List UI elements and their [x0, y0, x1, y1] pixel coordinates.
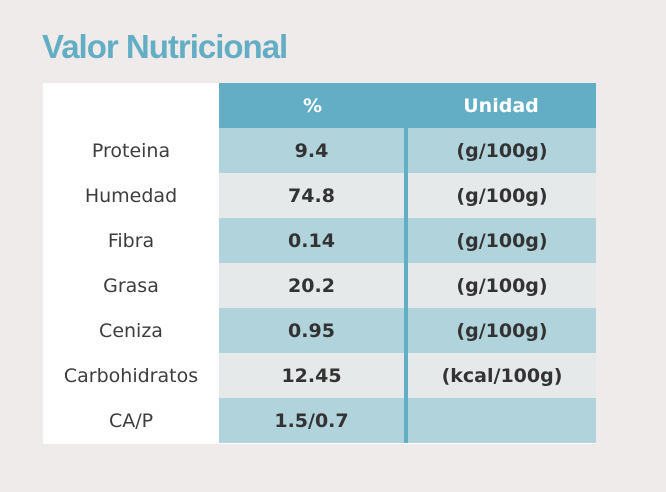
table-header-row: % Unidad [43, 83, 596, 128]
nutrient-percent: 74.8 [219, 173, 408, 218]
nutrient-name: CA/P [43, 398, 219, 443]
header-unit: Unidad [406, 83, 596, 128]
nutrition-table: % Unidad Proteina 9.4 (g/100g) Humedad 7… [43, 83, 596, 443]
header-empty-cell [43, 83, 219, 128]
nutrient-percent: 1.5/0.7 [219, 398, 408, 443]
nutrient-name: Carbohidratos [43, 353, 219, 398]
nutrient-name: Ceniza [43, 308, 219, 353]
nutrient-percent: 12.45 [219, 353, 408, 398]
nutrient-unit: (g/100g) [406, 128, 596, 173]
nutrient-percent: 9.4 [219, 128, 408, 173]
table-row: Humedad 74.8 (g/100g) [43, 173, 596, 218]
nutrient-unit [406, 398, 596, 443]
nutrient-name: Proteina [43, 128, 219, 173]
nutrient-name: Fibra [43, 218, 219, 263]
nutrient-percent: 20.2 [219, 263, 408, 308]
nutrient-unit: (g/100g) [406, 263, 596, 308]
nutrient-unit: (g/100g) [406, 173, 596, 218]
header-percent: % [219, 83, 406, 128]
nutrient-unit: (kcal/100g) [406, 353, 596, 398]
nutrient-percent: 0.95 [219, 308, 408, 353]
nutrition-table-panel: % Unidad Proteina 9.4 (g/100g) Humedad 7… [43, 83, 596, 444]
table-row: Grasa 20.2 (g/100g) [43, 263, 596, 308]
nutrient-percent: 0.14 [219, 218, 408, 263]
nutrient-unit: (g/100g) [406, 308, 596, 353]
nutrient-name: Humedad [43, 173, 219, 218]
nutrient-name: Grasa [43, 263, 219, 308]
page-title: Valor Nutricional [42, 28, 288, 65]
table-row: CA/P 1.5/0.7 [43, 398, 596, 443]
table-row: Fibra 0.14 (g/100g) [43, 218, 596, 263]
table-row: Proteina 9.4 (g/100g) [43, 128, 596, 173]
table-row: Ceniza 0.95 (g/100g) [43, 308, 596, 353]
table-row: Carbohidratos 12.45 (kcal/100g) [43, 353, 596, 398]
nutrient-unit: (g/100g) [406, 218, 596, 263]
